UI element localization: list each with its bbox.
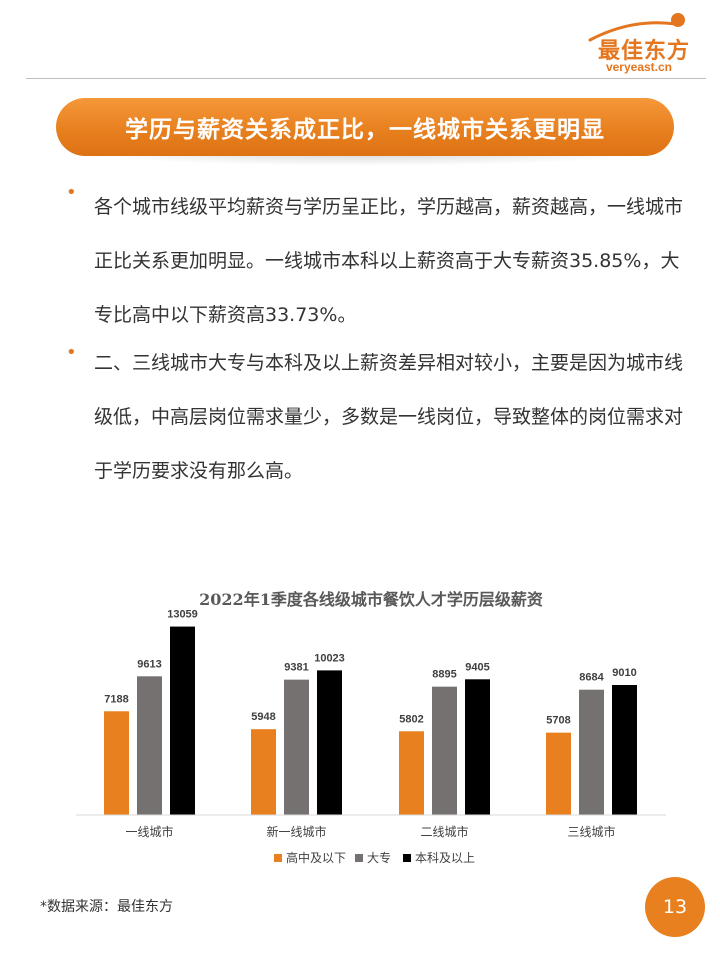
bar-value-label: 9405	[465, 661, 489, 673]
legend-label: 高中及以下	[286, 850, 346, 865]
bar-大专-三线城市	[579, 689, 604, 815]
bar-高中及以下-三线城市	[546, 732, 571, 815]
banner-title: 学历与薪资关系成正比，一线城市关系更明显	[125, 117, 605, 143]
bar-value-label: 7188	[104, 693, 128, 705]
bullet-list: • 各个城市线级平均薪资与学历呈正比，学历越高，薪资越高，一线城市正比关系更加明…	[66, 182, 686, 502]
header-divider	[26, 78, 706, 79]
legend-label: 大专	[367, 850, 391, 865]
bar-value-label: 10023	[314, 652, 345, 664]
bar-value-label: 9613	[137, 658, 161, 670]
page-number: 13	[662, 896, 688, 918]
bar-本科及以上-一线城市	[170, 626, 195, 815]
bullet-text: 二、三线城市大专与本科及以上薪资差异相对较小，主要是因为城市线级低，中高层岗位需…	[94, 352, 684, 482]
bullet-dot-icon: •	[66, 342, 77, 363]
page-number-badge: 13	[645, 877, 705, 937]
bullet-text: 各个城市线级平均薪资与学历呈正比，学历越高，薪资越高，一线城市正比关系更加明显。…	[94, 196, 684, 326]
bar-本科及以上-二线城市	[465, 679, 490, 815]
bar-大专-二线城市	[432, 686, 457, 815]
bar-value-label: 5948	[251, 711, 275, 723]
bar-大专-一线城市	[137, 676, 162, 815]
brand-logo	[572, 10, 692, 72]
x-tick-label: 一线城市	[125, 824, 173, 839]
salary-bar-chart: 2022年1季度各线级城市餐饮人才学历层级薪资 7188 9613 13059 594…	[76, 590, 666, 865]
brand-name: 最佳东方	[597, 39, 690, 64]
bullet-item: • 二、三线城市大专与本科及以上薪资差异相对较小，主要是因为城市线级低，中高层岗…	[66, 336, 686, 498]
chart-title: 2022年1季度各线级城市餐饮人才学历层级薪资	[199, 590, 543, 609]
x-tick-label: 新一线城市	[266, 824, 326, 839]
bar-高中及以下-二线城市	[399, 731, 424, 815]
bar-本科及以上-三线城市	[612, 684, 637, 815]
brand-url: veryeast.cn	[605, 60, 672, 74]
bar-value-label: 5802	[399, 713, 423, 725]
legend-swatch	[274, 854, 282, 862]
x-tick-label: 二线城市	[420, 824, 468, 839]
bullet-dot-icon: •	[66, 182, 77, 203]
legend-swatch	[403, 854, 411, 862]
section-banner: 学历与薪资关系成正比，一线城市关系更明显	[56, 98, 674, 156]
bar-高中及以下-一线城市	[104, 711, 129, 815]
bar-value-label: 5708	[546, 715, 570, 727]
bar-本科及以上-新一线城市	[317, 670, 342, 815]
bar-大专-新一线城市	[284, 679, 309, 815]
bullet-item: • 各个城市线级平均薪资与学历呈正比，学历越高，薪资越高，一线城市正比关系更加明…	[66, 180, 686, 342]
data-source-note: *数据来源：最佳东方	[40, 899, 173, 915]
bar-value-label: 8895	[432, 669, 456, 681]
bar-高中及以下-新一线城市	[251, 729, 276, 815]
bar-value-label: 13059	[167, 609, 198, 621]
x-tick-label: 三线城市	[567, 824, 615, 839]
bar-value-label: 9381	[284, 662, 308, 674]
legend-label: 本科及以上	[415, 851, 475, 865]
bar-value-label: 8684	[579, 672, 604, 684]
logo-swoosh-icon	[588, 13, 685, 42]
legend-swatch	[355, 854, 363, 862]
bar-value-label: 9010	[612, 667, 636, 679]
